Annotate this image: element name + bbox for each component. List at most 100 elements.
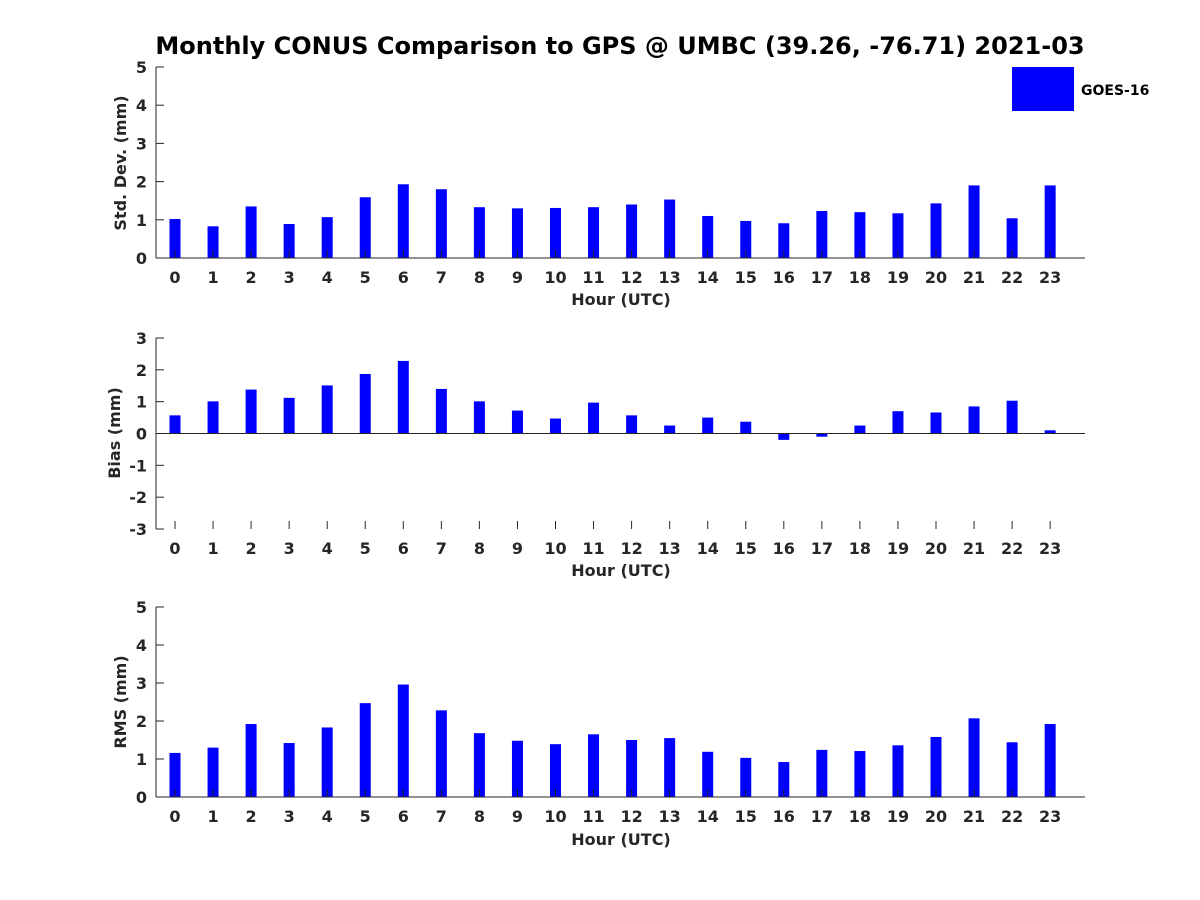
y-tick-label: 5 <box>136 58 147 77</box>
bar-panel2-hour-21 <box>968 406 980 434</box>
x-tick-label: 14 <box>697 539 719 558</box>
bar-panel3-hour-2 <box>245 724 257 797</box>
x-tick-label: 10 <box>544 268 566 287</box>
x-tick-label: 7 <box>436 807 447 826</box>
x-tick-label: 22 <box>1001 807 1023 826</box>
x-tick-label: 23 <box>1039 268 1061 287</box>
x-tick-label: 20 <box>925 807 947 826</box>
bar-panel2-hour-2 <box>245 389 257 434</box>
x-tick-label: 12 <box>620 539 642 558</box>
y-axis-label: RMS (mm) <box>111 655 130 748</box>
x-tick-label: 3 <box>284 268 295 287</box>
bar-panel3-hour-20 <box>930 736 942 797</box>
x-tick-label: 9 <box>512 268 523 287</box>
legend-label-goes-16: GOES-16 <box>1081 83 1149 99</box>
x-tick-label: 5 <box>360 807 371 826</box>
bar-panel1-hour-12 <box>626 204 638 258</box>
y-tick-label: 3 <box>136 134 147 153</box>
bar-panel3-hour-3 <box>283 743 295 797</box>
x-tick-label: 23 <box>1039 539 1061 558</box>
bar-panel1-hour-18 <box>854 212 866 258</box>
y-axis-label: Std. Dev. (mm) <box>111 95 130 230</box>
x-tick-label: 10 <box>544 807 566 826</box>
bar-panel2-hour-6 <box>397 360 409 434</box>
bar-panel3-hour-14 <box>702 751 714 797</box>
bar-panel2-hour-19 <box>892 411 904 434</box>
bar-panel2-hour-14 <box>702 417 714 434</box>
y-tick-label: 0 <box>136 788 147 807</box>
y-tick-label: -2 <box>129 488 147 507</box>
bar-panel3-hour-10 <box>550 744 561 797</box>
x-tick-label: 7 <box>436 539 447 558</box>
bar-panel3-hour-17 <box>816 749 828 797</box>
bar-panel3-hour-8 <box>473 733 485 797</box>
x-tick-label: 18 <box>849 807 871 826</box>
x-tick-label: 21 <box>963 268 985 287</box>
x-tick-label: 9 <box>512 807 523 826</box>
x-tick-label: 2 <box>246 539 257 558</box>
bar-panel1-hour-17 <box>816 211 828 258</box>
bar-panel1-hour-14 <box>702 215 714 258</box>
x-tick-label: 23 <box>1039 807 1061 826</box>
x-tick-label: 11 <box>582 268 604 287</box>
bar-panel3-hour-21 <box>968 718 980 797</box>
x-tick-label: 22 <box>1001 268 1023 287</box>
x-tick-label: 15 <box>735 268 757 287</box>
x-tick-label: 1 <box>207 268 218 287</box>
x-tick-label: 15 <box>735 539 757 558</box>
bar-panel2-hour-11 <box>588 402 600 434</box>
bar-panel2-hour-4 <box>321 385 333 434</box>
x-tick-label: 5 <box>360 268 371 287</box>
y-tick-label: 5 <box>136 598 147 617</box>
y-tick-label: 2 <box>136 712 147 731</box>
x-tick-label: 20 <box>925 539 947 558</box>
x-tick-label: 16 <box>773 807 795 826</box>
bar-panel2-hour-5 <box>359 373 371 434</box>
bar-panel3-hour-5 <box>359 703 371 797</box>
x-tick-label: 17 <box>811 807 833 826</box>
y-tick-label: 2 <box>136 361 147 380</box>
x-tick-label: 3 <box>284 539 295 558</box>
bar-panel1-hour-19 <box>892 213 904 258</box>
x-tick-label: 13 <box>659 807 681 826</box>
x-tick-label: 21 <box>963 539 985 558</box>
bar-panel1-hour-16 <box>778 223 790 258</box>
x-tick-label: 21 <box>963 807 985 826</box>
x-tick-label: 19 <box>887 807 909 826</box>
y-tick-label: 1 <box>136 211 147 230</box>
bar-panel1-hour-20 <box>930 203 942 258</box>
bar-panel1-hour-0 <box>169 219 181 258</box>
x-tick-label: 6 <box>398 539 409 558</box>
x-tick-label: 8 <box>474 268 485 287</box>
x-tick-label: 9 <box>512 539 523 558</box>
x-tick-label: 2 <box>246 807 257 826</box>
bar-panel2-hour-10 <box>550 418 561 434</box>
bar-panel1-hour-13 <box>664 199 676 258</box>
bar-panel2-hour-0 <box>169 415 181 434</box>
x-tick-label: 16 <box>773 268 795 287</box>
x-tick-label: 12 <box>620 268 642 287</box>
x-axis-label: Hour (UTC) <box>571 830 671 849</box>
bar-panel1-hour-2 <box>245 206 257 258</box>
y-tick-label: 3 <box>136 674 147 693</box>
bar-panel1-hour-11 <box>588 207 600 258</box>
bar-panel2-hour-8 <box>473 401 485 434</box>
bar-panel2-hour-12 <box>626 415 638 434</box>
bar-panel3-hour-16 <box>778 762 790 797</box>
x-tick-label: 17 <box>811 268 833 287</box>
chart-title: Monthly CONUS Comparison to GPS @ UMBC (… <box>155 32 1084 60</box>
bar-panel3-hour-12 <box>626 740 638 797</box>
x-tick-label: 4 <box>322 268 333 287</box>
bar-panel2-hour-15 <box>740 421 752 434</box>
bar-panel1-hour-21 <box>968 185 980 258</box>
x-tick-label: 1 <box>207 807 218 826</box>
x-tick-label: 14 <box>697 807 719 826</box>
y-tick-label: 1 <box>136 393 147 412</box>
bar-panel2-hour-22 <box>1006 400 1018 434</box>
x-tick-label: 14 <box>697 268 719 287</box>
x-tick-label: 2 <box>246 268 257 287</box>
